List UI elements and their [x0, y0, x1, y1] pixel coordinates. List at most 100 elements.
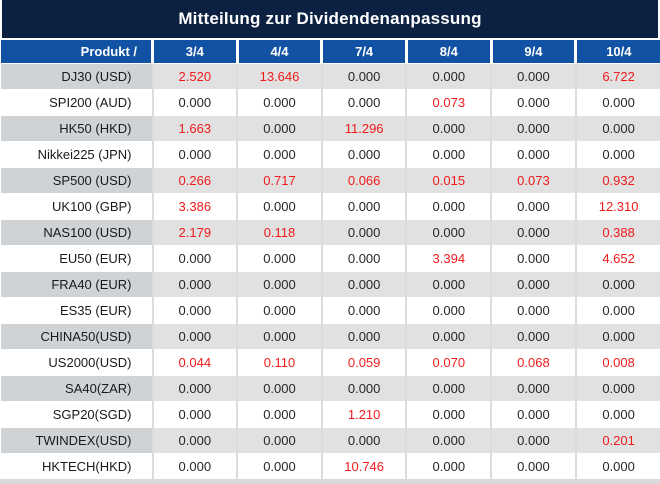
value-cell: 6.722	[576, 63, 660, 89]
value-cell: 0.000	[406, 193, 491, 219]
value-cell: 0.000	[406, 141, 491, 167]
value-cell: 0.388	[576, 219, 660, 245]
value-cell: 0.000	[237, 89, 322, 115]
value-cell: 3.394	[406, 245, 491, 271]
value-cell: 0.000	[322, 297, 407, 323]
value-cell: 10.746	[322, 453, 407, 479]
value-cell: 0.000	[406, 271, 491, 297]
value-cell: 0.000	[237, 271, 322, 297]
value-cell: 0.000	[153, 427, 238, 453]
value-cell: 0.000	[153, 245, 238, 271]
product-cell: FRA40 (EUR)	[1, 271, 153, 297]
value-cell: 0.000	[237, 115, 322, 141]
value-cell: 0.932	[576, 167, 660, 193]
value-cell: 0.717	[237, 167, 322, 193]
value-cell: 0.000	[491, 245, 576, 271]
value-cell: 0.066	[322, 167, 407, 193]
value-cell: 0.000	[491, 219, 576, 245]
column-header-date: 9/4	[491, 39, 576, 63]
value-cell: 0.000	[153, 89, 238, 115]
value-cell: 0.110	[237, 349, 322, 375]
value-cell: 0.000	[322, 375, 407, 401]
value-cell: 0.000	[153, 271, 238, 297]
value-cell: 0.073	[406, 89, 491, 115]
value-cell: 11.296	[322, 115, 407, 141]
value-cell: 0.000	[237, 427, 322, 453]
value-cell: 0.000	[237, 453, 322, 479]
product-cell: UK100 (GBP)	[1, 193, 153, 219]
value-cell: 0.000	[153, 323, 238, 349]
value-cell: 0.000	[576, 141, 660, 167]
value-cell: 0.000	[406, 297, 491, 323]
product-cell: ES35 (EUR)	[1, 297, 153, 323]
product-cell: CHINA50(USD)	[1, 323, 153, 349]
value-cell: 0.000	[322, 63, 407, 89]
value-cell: 4.652	[576, 245, 660, 271]
value-cell: 0.000	[491, 89, 576, 115]
value-cell: 0.000	[491, 453, 576, 479]
value-cell: 0.000	[406, 427, 491, 453]
value-cell: 0.000	[322, 323, 407, 349]
value-cell: 0.000	[406, 375, 491, 401]
value-cell: 0.000	[491, 375, 576, 401]
value-cell: 0.000	[237, 193, 322, 219]
value-cell: 0.000	[491, 271, 576, 297]
product-cell: DJ30 (USD)	[1, 63, 153, 89]
value-cell: 0.266	[153, 167, 238, 193]
value-cell: 0.000	[576, 323, 660, 349]
value-cell: 0.000	[491, 141, 576, 167]
value-cell: 0.000	[153, 141, 238, 167]
value-cell: 0.070	[406, 349, 491, 375]
column-header-date: 3/4	[153, 39, 238, 63]
product-cell: SA40(ZAR)	[1, 375, 153, 401]
value-cell: 1.210	[322, 401, 407, 427]
value-cell: 0.000	[491, 323, 576, 349]
value-cell: 0.000	[237, 297, 322, 323]
value-cell: 0.008	[576, 349, 660, 375]
value-cell: 0.000	[153, 401, 238, 427]
value-cell: 0.000	[237, 323, 322, 349]
value-cell: 0.000	[491, 115, 576, 141]
value-cell: 0.059	[322, 349, 407, 375]
product-cell: SP500 (USD)	[1, 167, 153, 193]
value-cell: 0.000	[322, 89, 407, 115]
value-cell: 0.201	[576, 427, 660, 453]
product-cell: SPI200 (AUD)	[1, 89, 153, 115]
column-header-product: Produkt /	[1, 39, 153, 63]
value-cell: 0.000	[406, 219, 491, 245]
value-cell: 0.000	[322, 219, 407, 245]
value-cell: 2.179	[153, 219, 238, 245]
product-cell: NAS100 (USD)	[1, 219, 153, 245]
column-header-date: 4/4	[237, 39, 322, 63]
bottom-border-strip	[0, 479, 660, 484]
panel-title: Mitteilung zur Dividendenanpassung	[0, 0, 660, 38]
value-cell: 0.000	[322, 271, 407, 297]
value-cell: 0.000	[153, 453, 238, 479]
value-cell: 0.073	[491, 167, 576, 193]
column-header-date: 7/4	[322, 39, 407, 63]
value-cell: 0.000	[576, 271, 660, 297]
value-cell: 0.000	[322, 193, 407, 219]
value-cell: 0.000	[491, 427, 576, 453]
value-cell: 0.118	[237, 219, 322, 245]
value-cell: 0.000	[322, 141, 407, 167]
value-cell: 0.000	[153, 297, 238, 323]
value-cell: 13.646	[237, 63, 322, 89]
value-cell: 0.000	[491, 193, 576, 219]
value-cell: 0.000	[576, 89, 660, 115]
product-cell: Nikkei225 (JPN)	[1, 141, 153, 167]
value-cell: 0.015	[406, 167, 491, 193]
